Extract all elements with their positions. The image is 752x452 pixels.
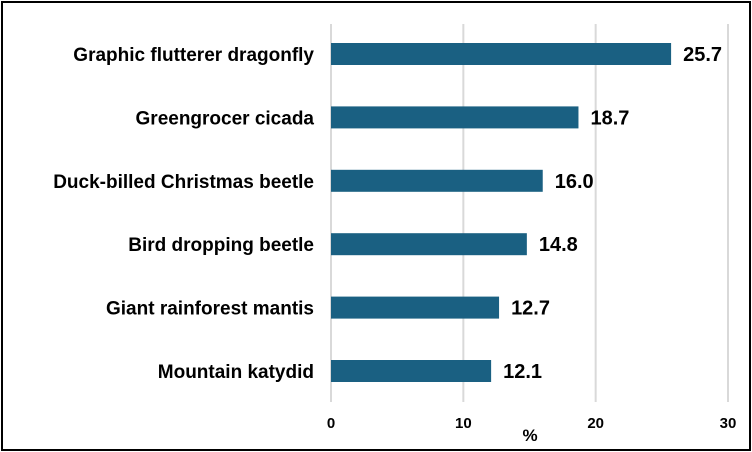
category-label: Mountain katydid	[158, 362, 314, 383]
bar	[331, 43, 672, 65]
data-label: 12.1	[503, 361, 542, 383]
category-label: Bird dropping beetle	[128, 235, 314, 256]
bar	[331, 169, 543, 192]
data-label: 14.8	[539, 234, 578, 256]
data-label: 25.7	[683, 44, 722, 66]
bar	[331, 296, 500, 319]
data-label: 12.7	[511, 298, 550, 320]
category-label: Giant rainforest mantis	[106, 299, 314, 320]
x-tick-label: 20	[587, 415, 604, 432]
x-axis-label: %	[522, 426, 537, 445]
bar	[331, 106, 579, 129]
category-label: Duck-billed Christmas beetle	[53, 172, 314, 193]
x-tick-label: 10	[455, 415, 472, 432]
category-label: Greengrocer cicada	[136, 108, 315, 129]
data-label: 16.0	[555, 171, 594, 193]
bar	[331, 360, 492, 382]
x-tick-label: 0	[327, 415, 335, 432]
data-label: 18.7	[590, 107, 629, 129]
bar	[331, 233, 527, 256]
category-label: Graphic flutterer dragonfly	[73, 45, 314, 66]
x-tick-label: 30	[720, 415, 737, 432]
